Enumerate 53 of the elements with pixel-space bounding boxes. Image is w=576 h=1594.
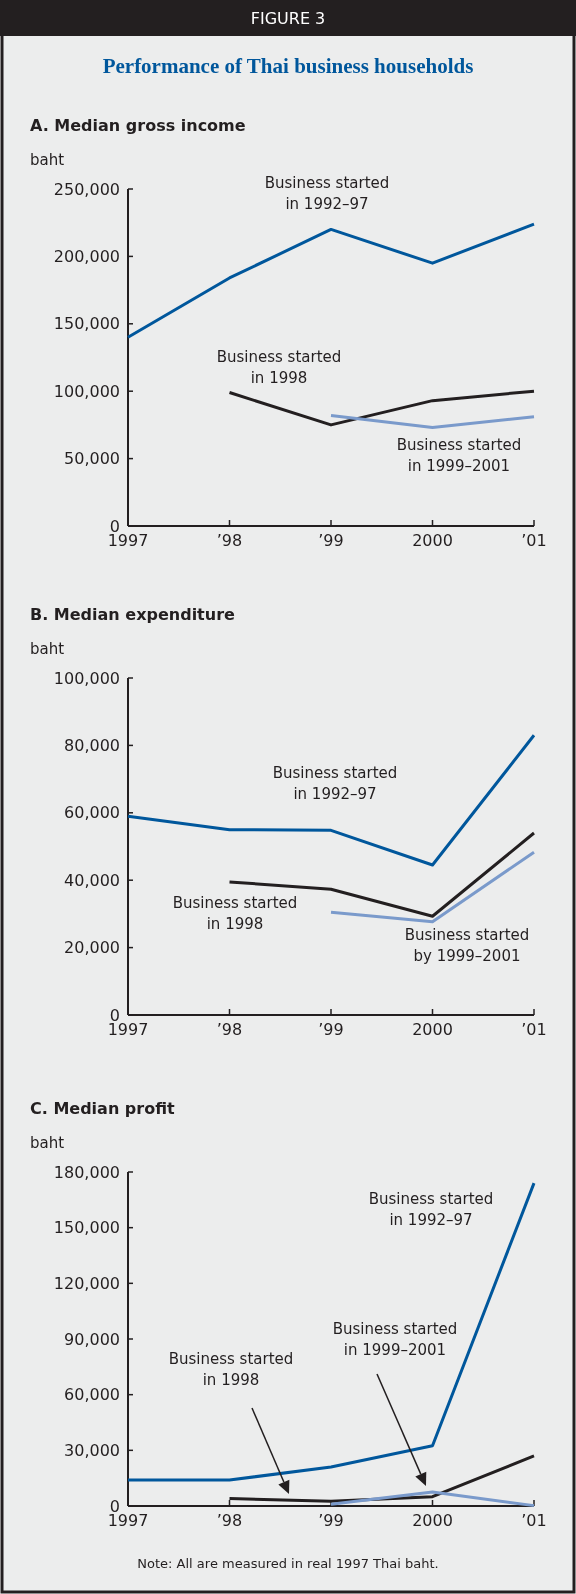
y-tick-label: 90,000 bbox=[64, 1329, 120, 1349]
y-axis-title: baht bbox=[30, 640, 65, 658]
y-tick-label: 100,000 bbox=[53, 381, 120, 401]
text: Business started in 1992–97 bbox=[264, 174, 390, 213]
series-label: Business started by 1999–2001 bbox=[404, 926, 530, 965]
series-label: Business started in 1992–97 bbox=[272, 764, 398, 803]
x-tick-label: 1997 bbox=[107, 1020, 149, 1039]
y-tick-label: 20,000 bbox=[64, 938, 120, 958]
x-tick-label: ’01 bbox=[521, 1020, 547, 1039]
caption: FIGURE 3 bbox=[250, 9, 326, 28]
y-tick-label: 40,000 bbox=[64, 870, 120, 890]
x-tick-label: 2000 bbox=[412, 531, 453, 550]
y-axis-title: baht bbox=[30, 151, 65, 169]
x-tick-label: 1997 bbox=[107, 1511, 149, 1530]
x-tick-label: ’01 bbox=[521, 1511, 547, 1530]
x-tick-label: 2000 bbox=[412, 1511, 453, 1530]
y-tick-label: 180,000 bbox=[53, 1162, 120, 1182]
x-tick-label: ’98 bbox=[216, 1511, 243, 1530]
series-label: Business started in 1998 bbox=[216, 348, 342, 387]
y-tick-label: 120,000 bbox=[53, 1273, 120, 1293]
series-label: Business started in 1999–2001 bbox=[396, 436, 522, 475]
x-tick-label: 1997 bbox=[107, 531, 149, 550]
chart-title: B. Median expenditure bbox=[30, 605, 236, 624]
x-tick-label: ’99 bbox=[318, 1511, 344, 1530]
text: Performance of Thai business households bbox=[102, 54, 474, 78]
text: Note: All are measured in real 1997 Thai baht. bbox=[137, 1556, 439, 1571]
y-tick-label: 30,000 bbox=[64, 1440, 120, 1460]
annotation: Business started in 1999–2001 bbox=[332, 1320, 458, 1359]
y-tick-label: 100,000 bbox=[53, 668, 120, 688]
y-tick-label: 250,000 bbox=[53, 179, 120, 199]
y-tick-label: 50,000 bbox=[64, 449, 120, 469]
y-tick-label: 80,000 bbox=[64, 736, 120, 755]
x-tick-label: ’98 bbox=[216, 531, 243, 550]
chart-title: A. Median gross income bbox=[30, 116, 246, 135]
chart-title: C. Median profit bbox=[30, 1099, 176, 1118]
x-tick-label: 2000 bbox=[412, 1020, 453, 1039]
x-tick-label: ’99 bbox=[318, 531, 344, 550]
line-series bbox=[126, 1181, 536, 1482]
x-tick-label: ’98 bbox=[216, 1020, 243, 1039]
y-tick-label: 150,000 bbox=[53, 1218, 120, 1238]
y-tick-label: 60,000 bbox=[64, 1385, 120, 1405]
y-axis-title: baht bbox=[30, 1134, 65, 1152]
line-series bbox=[228, 389, 536, 427]
text: Business started in 1998 bbox=[168, 1350, 294, 1389]
y-tick-label: 60,000 bbox=[64, 803, 120, 823]
line-series bbox=[126, 222, 536, 339]
x-tick-label: ’01 bbox=[521, 531, 547, 550]
series-label: Business started in 1992–97 bbox=[368, 1190, 494, 1229]
y-tick-label: 150,000 bbox=[53, 314, 120, 334]
line-series bbox=[126, 733, 536, 867]
x-tick-label: ’99 bbox=[318, 1020, 344, 1039]
series-label: Business started in 1998 bbox=[172, 894, 298, 933]
y-tick-label: 200,000 bbox=[53, 247, 120, 266]
